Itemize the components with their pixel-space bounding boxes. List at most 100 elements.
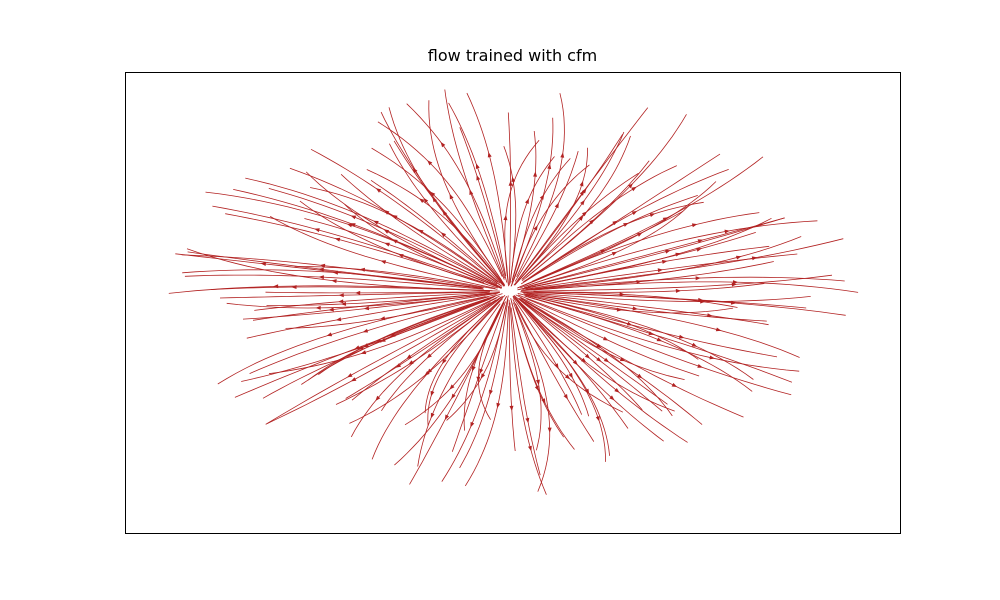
stream-arrow bbox=[715, 327, 722, 332]
stream-arrow bbox=[395, 363, 402, 368]
stream-arrow bbox=[318, 267, 324, 272]
stream-arrow bbox=[398, 254, 404, 258]
streamline bbox=[518, 298, 668, 405]
streamline bbox=[335, 299, 500, 405]
streamline bbox=[266, 291, 500, 306]
streamline bbox=[299, 200, 498, 289]
streamline bbox=[524, 294, 734, 314]
stream-arrow bbox=[315, 305, 321, 310]
streamline bbox=[538, 292, 846, 316]
stream-arrow bbox=[589, 219, 595, 225]
stream-arrow bbox=[444, 414, 449, 421]
streamline bbox=[265, 291, 490, 294]
streamline bbox=[524, 293, 800, 358]
stream-arrow bbox=[649, 213, 656, 217]
streamline bbox=[514, 172, 639, 286]
stream-arrow bbox=[533, 171, 538, 177]
stream-arrow bbox=[424, 370, 430, 376]
streamline bbox=[350, 299, 498, 438]
stream-arrow bbox=[375, 188, 382, 193]
stream-arrow bbox=[675, 288, 682, 293]
stream-arrow bbox=[331, 279, 337, 284]
stream-arrow bbox=[475, 163, 480, 169]
streamline bbox=[459, 127, 508, 283]
streamline bbox=[404, 302, 505, 426]
stream-arrow bbox=[525, 417, 530, 424]
stream-arrow bbox=[732, 280, 739, 285]
streamline bbox=[512, 297, 583, 415]
stream-arrow bbox=[563, 394, 568, 400]
stream-arrow bbox=[724, 229, 730, 234]
streamline bbox=[366, 169, 506, 287]
streamline bbox=[371, 301, 500, 460]
stream-arrow bbox=[496, 402, 501, 409]
streamline bbox=[269, 216, 496, 289]
streamline bbox=[525, 276, 845, 291]
streamline bbox=[513, 294, 643, 411]
stream-arrow bbox=[697, 364, 703, 368]
stream-arrow bbox=[380, 337, 386, 342]
streamline bbox=[521, 165, 677, 280]
stream-arrow bbox=[697, 239, 704, 244]
streamline bbox=[518, 297, 685, 380]
streamline bbox=[508, 300, 516, 452]
stream-arrow bbox=[691, 223, 698, 228]
stream-arrow bbox=[623, 222, 629, 227]
streamlines bbox=[168, 89, 859, 495]
stream-arrow bbox=[547, 163, 552, 170]
stream-arrow bbox=[334, 237, 341, 242]
stream-arrow bbox=[354, 345, 360, 350]
stream-arrow bbox=[631, 210, 638, 216]
stream-arrow bbox=[581, 357, 587, 363]
stream-arrow bbox=[418, 229, 424, 234]
streamline bbox=[525, 238, 844, 290]
streamline bbox=[515, 303, 595, 442]
streamline bbox=[210, 286, 500, 292]
streamline bbox=[304, 218, 502, 289]
streamline bbox=[511, 130, 537, 283]
stream-arrow bbox=[709, 355, 715, 360]
streamline bbox=[262, 297, 494, 399]
streamline bbox=[377, 121, 503, 277]
stream-arrow bbox=[362, 328, 369, 333]
stream-arrow bbox=[291, 285, 297, 289]
streamline bbox=[441, 304, 507, 482]
stream-arrow bbox=[451, 393, 456, 399]
stream-arrow bbox=[430, 390, 435, 397]
stream-arrow bbox=[335, 317, 342, 322]
stream-arrow bbox=[471, 365, 476, 372]
streamline bbox=[219, 291, 488, 299]
streamline bbox=[241, 298, 491, 382]
stream-arrow bbox=[707, 313, 713, 318]
stream-arrow bbox=[596, 357, 602, 362]
streamline bbox=[389, 143, 505, 287]
stream-arrow bbox=[359, 267, 365, 272]
streamline bbox=[526, 293, 769, 326]
stream-arrow bbox=[616, 307, 623, 312]
streamline bbox=[305, 171, 503, 289]
stream-arrow bbox=[487, 152, 492, 158]
stream-arrow bbox=[430, 191, 436, 197]
stream-arrow bbox=[358, 345, 364, 350]
stream-arrow bbox=[338, 299, 344, 304]
streamline bbox=[466, 92, 509, 285]
stream-arrow bbox=[408, 360, 414, 365]
streamline bbox=[268, 295, 500, 375]
streamline bbox=[529, 281, 859, 293]
stream-arrow bbox=[632, 306, 638, 311]
streamline bbox=[175, 253, 482, 289]
stream-arrow bbox=[619, 292, 625, 297]
stream-arrow bbox=[612, 220, 618, 226]
stream-arrow bbox=[560, 152, 565, 158]
stream-arrow bbox=[581, 188, 587, 194]
stream-arrow bbox=[509, 405, 514, 411]
stream-arrow bbox=[314, 228, 320, 233]
stream-arrow bbox=[691, 342, 698, 347]
streamline bbox=[417, 303, 501, 467]
stream-arrow bbox=[476, 175, 481, 181]
streamline bbox=[523, 169, 729, 283]
stream-arrow bbox=[363, 306, 370, 311]
stream-arrow bbox=[347, 373, 353, 378]
